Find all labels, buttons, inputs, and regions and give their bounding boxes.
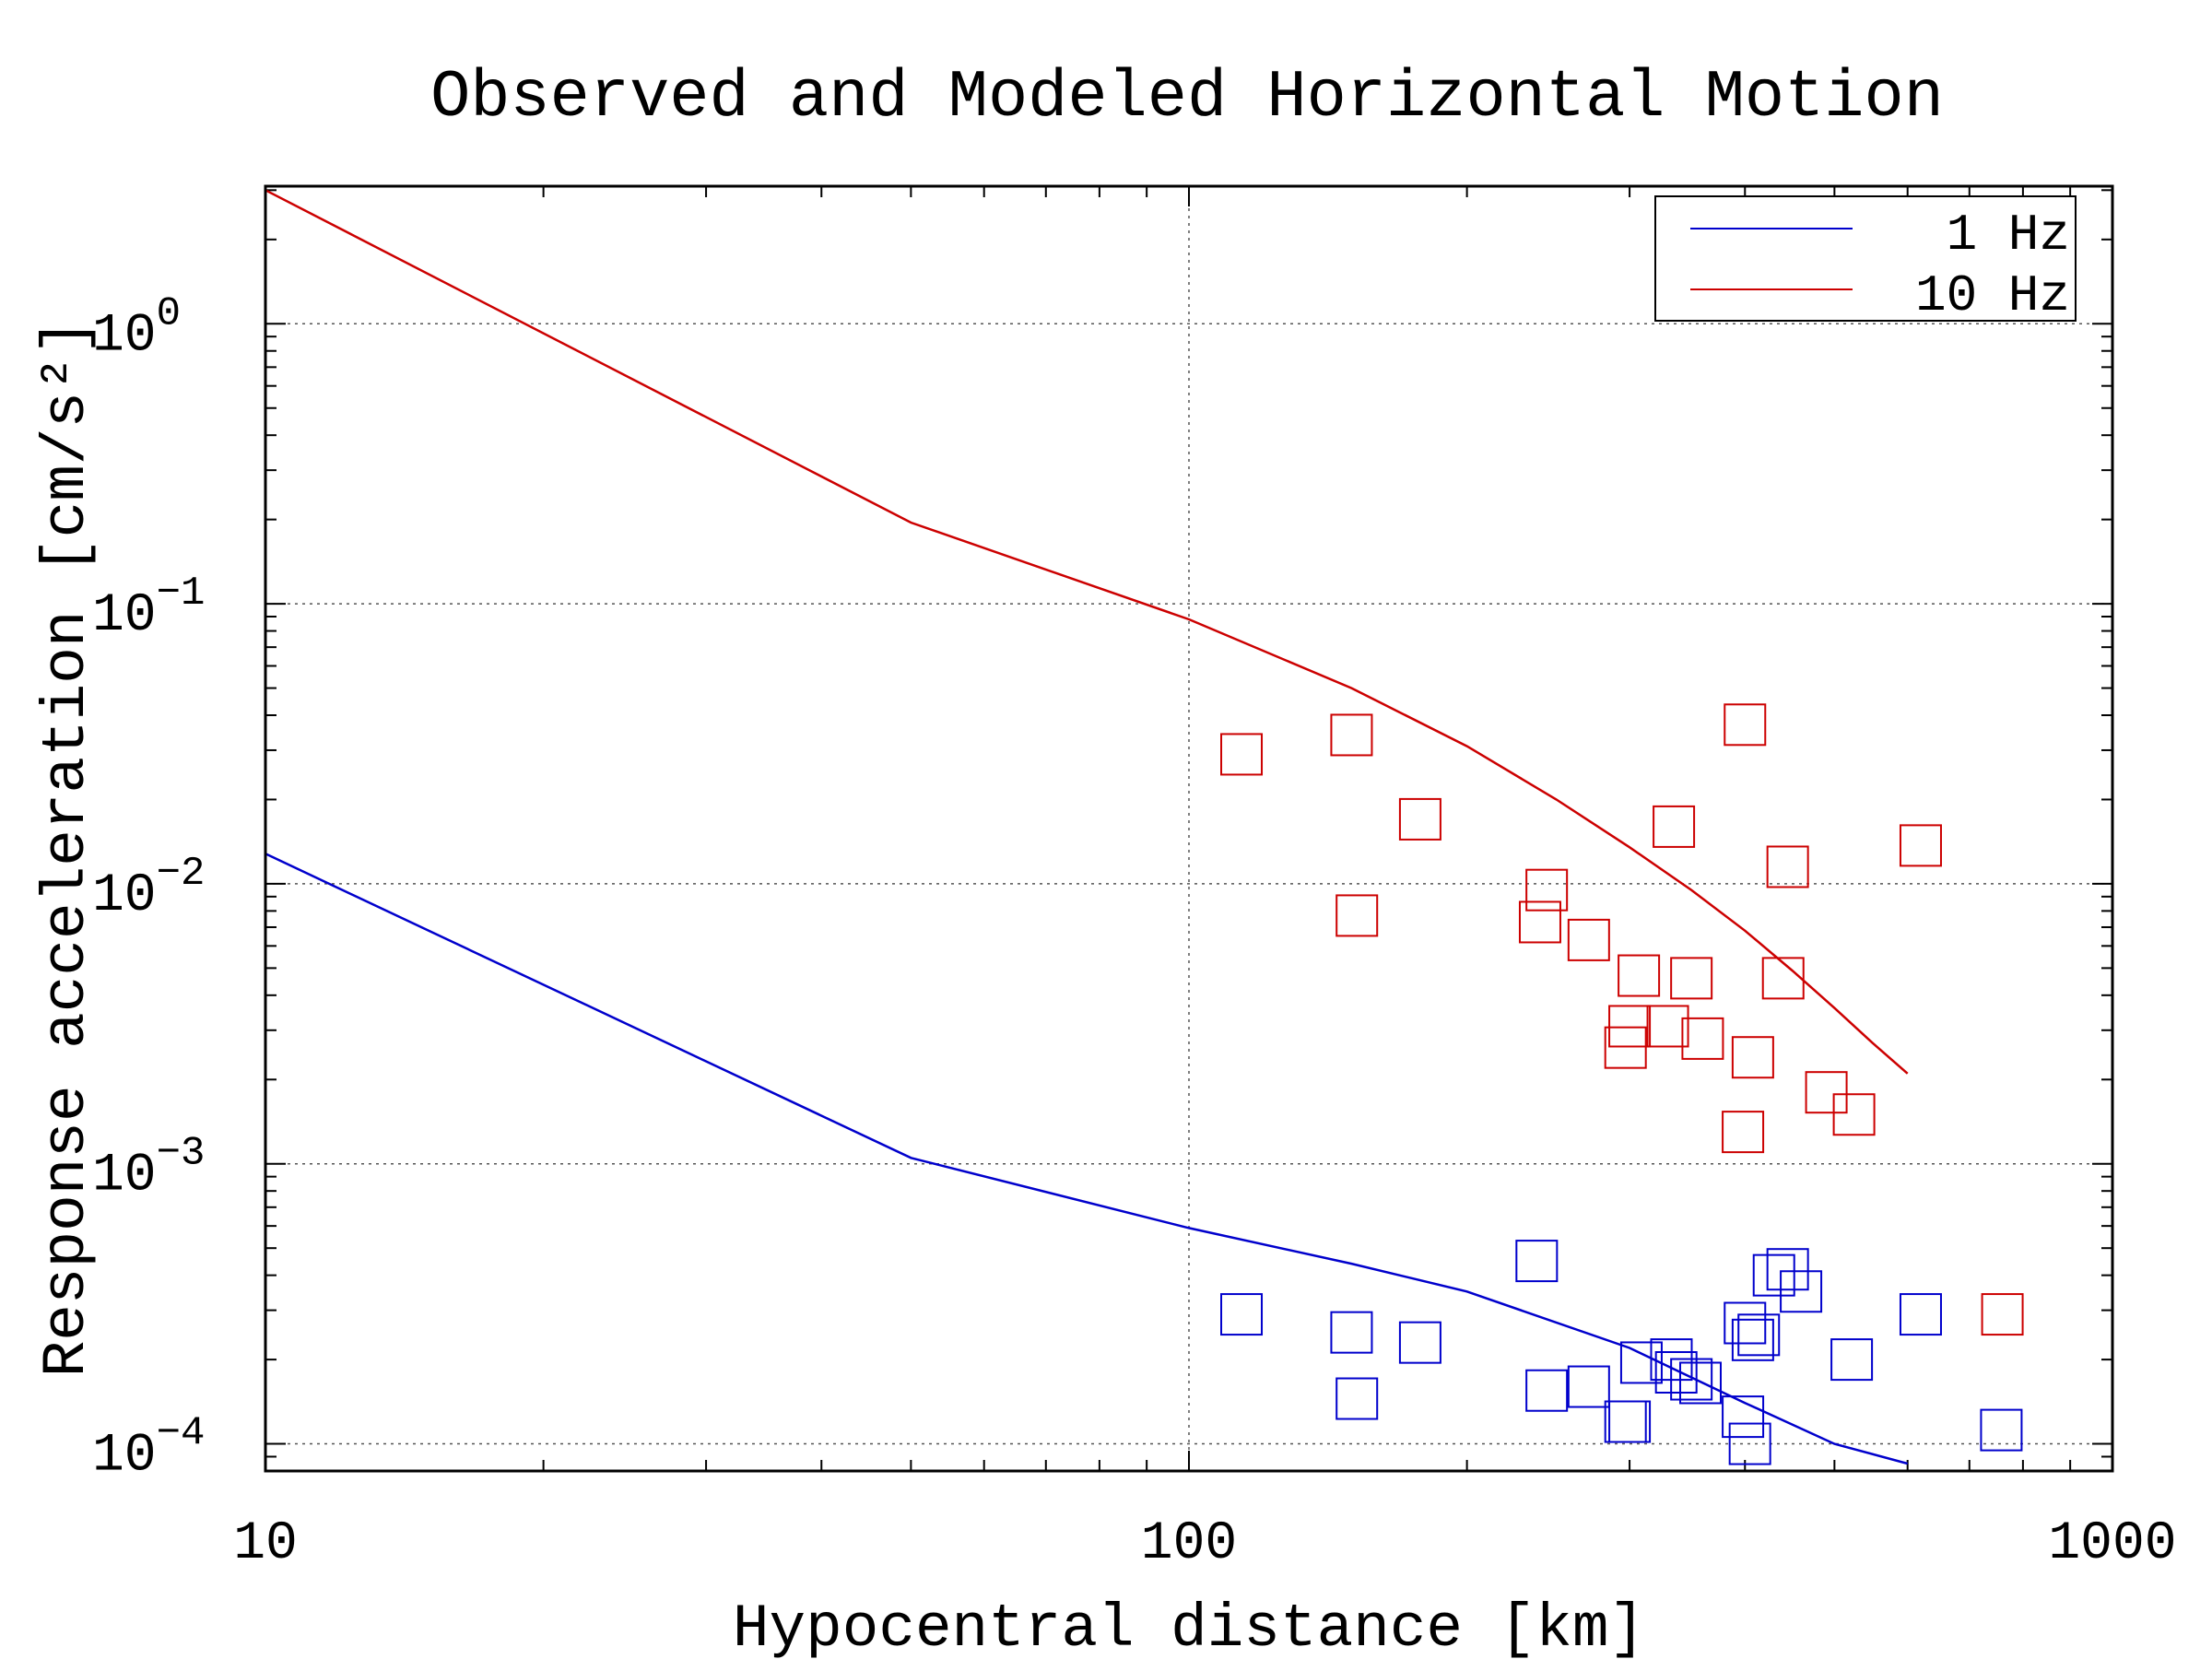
data-point	[1518, 900, 1561, 944]
data-point	[1981, 1293, 2024, 1336]
y-tick-label: 100	[92, 290, 181, 366]
data-point	[1752, 1253, 1795, 1297]
data-point	[1722, 1111, 1765, 1154]
data-point	[1567, 918, 1610, 961]
series-2	[1220, 703, 2024, 1336]
grid	[265, 186, 2112, 1471]
x-tick-label: 10	[233, 1514, 298, 1574]
data-point	[1646, 1005, 1689, 1048]
data-point	[1728, 1422, 1771, 1465]
data-point	[1525, 868, 1569, 912]
data-point	[1766, 845, 1809, 888]
data-point	[1724, 703, 1767, 747]
data-point	[1805, 1071, 1848, 1114]
y-tick-label: 10−2	[92, 851, 205, 926]
x-tick-label: 1000	[2048, 1514, 2176, 1574]
data-point	[1608, 1400, 1652, 1443]
data-point	[1681, 1017, 1724, 1060]
legend-label-10hz: 10 Hz	[1915, 266, 2070, 325]
data-point	[1654, 1351, 1698, 1394]
data-point	[1398, 797, 1441, 841]
series-line	[265, 853, 1909, 1465]
data-point	[1731, 1318, 1774, 1361]
legend: 1 Hz 10 Hz	[1654, 195, 2077, 325]
data-point	[1670, 1358, 1713, 1401]
x-axis-label: Hypocentral distance [km]	[733, 1594, 1645, 1659]
series-3	[1220, 1240, 2023, 1465]
legend-label-1hz: 1 Hz	[1947, 206, 2070, 265]
data-point	[1220, 733, 1264, 776]
data-point	[1604, 1026, 1647, 1069]
legend-box	[1654, 195, 2077, 322]
series-1	[265, 189, 1909, 1075]
series-0	[265, 853, 1909, 1465]
data-point	[1832, 1093, 1876, 1136]
data-point	[1618, 954, 1661, 997]
data-point	[1761, 957, 1805, 1000]
plot-frame	[264, 184, 2114, 1473]
data-point	[1724, 1301, 1767, 1345]
data-point	[1335, 894, 1379, 937]
data-point	[1766, 1248, 1809, 1291]
x-tick-label: 100	[1141, 1514, 1237, 1574]
y-tick-label: 10−1	[92, 571, 205, 646]
minor-ticks	[265, 186, 2112, 1472]
data-point	[1619, 1341, 1663, 1384]
y-tick-label: 10−4	[92, 1411, 205, 1487]
y-tick-label: 10−3	[92, 1131, 205, 1206]
data-point	[1830, 1338, 1874, 1382]
y-axis-label: Response acceleration [cm/s²]	[32, 319, 101, 1378]
y-tick-labels: 100 10−1 10−2 10−3 10−4	[92, 290, 205, 1486]
data-point	[1515, 1240, 1559, 1283]
data-point	[1330, 1311, 1373, 1354]
data-point	[1899, 824, 1942, 867]
data-point	[1608, 1005, 1652, 1048]
data-point	[1335, 1377, 1379, 1420]
data-point	[1398, 1321, 1441, 1364]
data-point	[1653, 805, 1696, 848]
data-point	[1567, 1365, 1610, 1408]
data-point	[1731, 1036, 1774, 1079]
data-point	[1737, 1313, 1781, 1357]
data-point	[1899, 1293, 1942, 1336]
data-point	[1678, 1361, 1722, 1405]
data-point	[1330, 713, 1373, 757]
chart-title: Observed and Modeled Horizontal Motion	[430, 60, 1944, 135]
data-point	[1220, 1293, 1264, 1336]
data-point	[1722, 1395, 1765, 1439]
x-tick-labels: 10 100 1000	[233, 1514, 2176, 1574]
data-point	[1525, 1369, 1569, 1412]
data-point	[1780, 1270, 1823, 1313]
data-point	[1670, 957, 1713, 1000]
data-point	[1980, 1408, 2023, 1452]
series-line	[265, 189, 1909, 1075]
series-layer	[265, 189, 2024, 1465]
